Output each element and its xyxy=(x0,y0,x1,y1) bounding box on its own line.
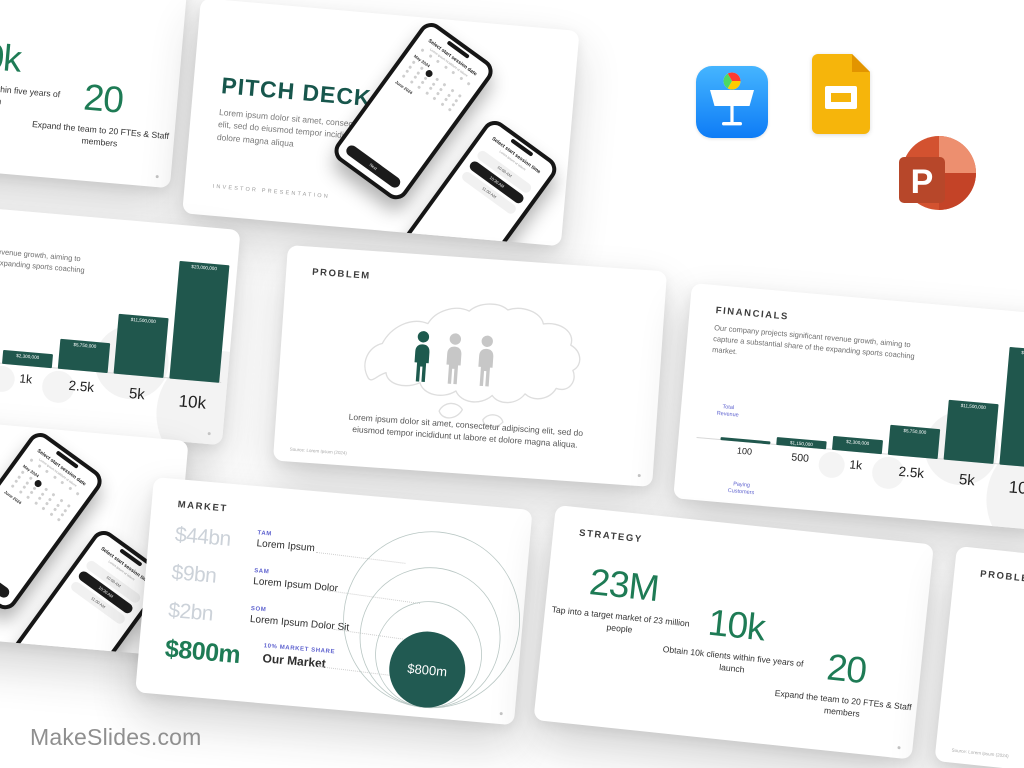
strategy-stat-3: 20 Expand the team to 20 FTEs & Staff me… xyxy=(762,640,928,726)
bar-5k: $11,500,000 xyxy=(943,399,999,464)
slide-financials: FINANCIALS Our company projects signific… xyxy=(673,283,1024,532)
slide-cover-pitch-deck: PITCH DECK Lorem ipsum dolor sit amet, c… xyxy=(182,0,580,247)
market-row-our-market: $800m 10% Market Share Our Market xyxy=(163,634,336,671)
market-row-som: $2bn SOM Lorem Ipsum Dolor Sit xyxy=(167,598,350,634)
bar-10k: $23,000,000 xyxy=(169,260,230,383)
market-bubble xyxy=(389,631,466,708)
market-row-sam: $9bn SAM Lorem Ipsum Dolor xyxy=(170,560,339,595)
person-icon xyxy=(441,332,468,386)
person-icon-highlighted xyxy=(409,330,436,384)
bar-10k: $23,000,000 xyxy=(999,346,1024,469)
region-map-outline xyxy=(346,286,604,433)
slide-title: PROBLEM xyxy=(979,568,1024,586)
slide-problem: PROBLEM Lorem ipsum dolor sit amet, cons… xyxy=(272,245,668,487)
person-icon xyxy=(473,334,500,388)
people-icons xyxy=(409,330,499,389)
source-note: Source: Lorem Ipsum (2024) xyxy=(951,747,1009,759)
powerpoint-icon: P xyxy=(893,133,977,217)
slide-financials-cropped-left: FINANCIALS Our company projects signific… xyxy=(0,197,241,446)
google-slides-icon xyxy=(812,54,870,134)
keynote-icon xyxy=(696,66,768,138)
next-button: Next xyxy=(344,143,403,190)
bar-5k: $11,500,000 xyxy=(113,313,169,378)
financials-chart: $1,150,000 $2,300,000 $5,750,000 $11,500… xyxy=(673,313,1024,532)
cover-title: PITCH DECK xyxy=(220,72,373,112)
slide-strategy-cropped-top-left: STRATEGY 23M Tap into a target market of… xyxy=(0,0,189,189)
brand-watermark: MakeSlides.com xyxy=(30,724,202,750)
slide-title: STRATEGY xyxy=(578,527,644,546)
next-button: Next xyxy=(0,553,12,600)
financials-chart: $1,150,000 $2,300,000 $5,750,000 $11,500… xyxy=(0,227,241,446)
market-bubble-label: $800m xyxy=(407,661,448,679)
source-note: Source: Lorem Ipsum (2024) xyxy=(289,446,348,456)
slide-title: MARKET xyxy=(177,499,229,515)
svg-text:P: P xyxy=(911,163,934,201)
y-axis-label: Total Revenue xyxy=(716,404,739,419)
market-circles-diagram: $800m xyxy=(343,531,521,709)
page-number-dot xyxy=(637,473,641,478)
market-row-tam: $44bn TAM Lorem Ipsum xyxy=(174,523,316,555)
slide-market: MARKET $44bn TAM Lorem Ipsum $9bn SAM Lo… xyxy=(135,477,533,726)
slide-title: PROBLEM xyxy=(311,266,372,282)
page-number-dot xyxy=(897,746,901,750)
slide-problem-cropped-bottom-right: PROBLEM Source: Lorem Ipsum (2024) xyxy=(934,546,1024,768)
page-number-dot xyxy=(155,175,159,179)
cover-footer: INVESTOR PRESENTATION xyxy=(212,183,331,200)
strategy-stat-3: 20 Expand the team to 20 FTEs & Staff me… xyxy=(19,71,184,155)
slide-strategy: STRATEGY 23M Tap into a target market of… xyxy=(533,505,934,760)
